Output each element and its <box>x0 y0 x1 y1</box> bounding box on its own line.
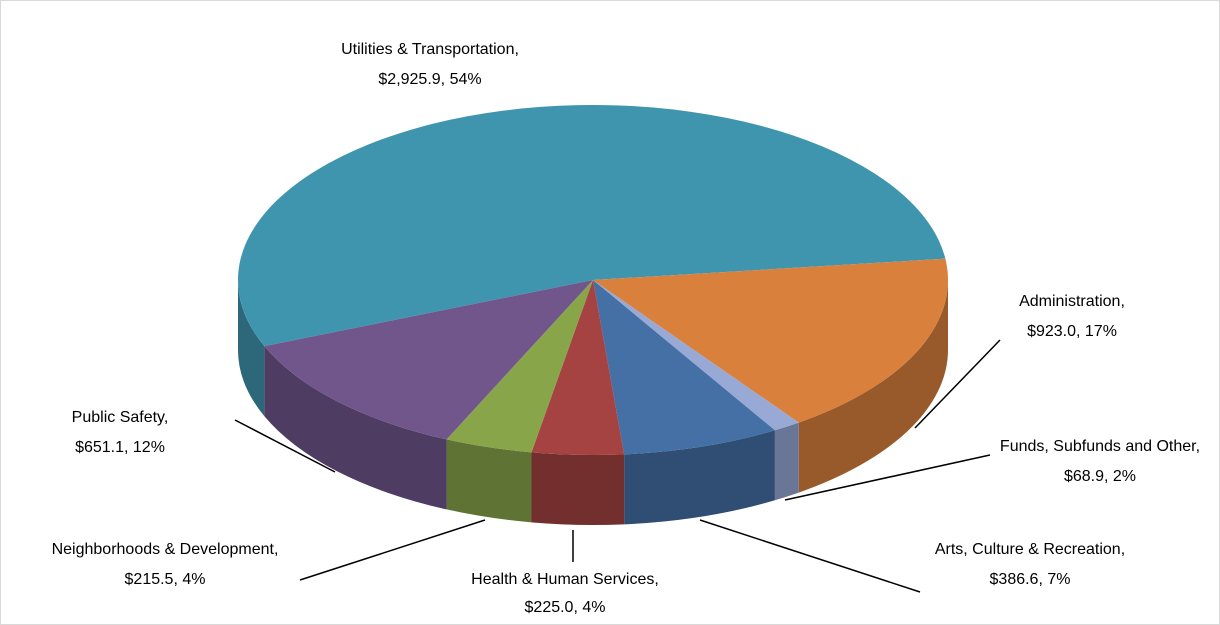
slice-side <box>531 452 625 525</box>
label-category: Utilities & Transportation <box>341 41 514 58</box>
slice <box>237 105 946 347</box>
slice <box>446 280 593 453</box>
label-category: Administration <box>1019 293 1120 310</box>
label-separator: , <box>124 439 133 456</box>
data-label: $386.6, 7% <box>990 571 1071 588</box>
data-label: Health & Human Services, <box>471 571 659 588</box>
slice-side <box>264 346 447 510</box>
data-label: Administration, <box>1019 293 1125 310</box>
data-label: Utilities & Transportation, <box>341 41 519 58</box>
data-label: Public Safety, <box>72 409 169 426</box>
data-label: Arts, Culture & Recreation, <box>935 541 1125 558</box>
label-value: $225.0 <box>525 599 574 616</box>
label-value: $923.0 <box>1027 323 1076 340</box>
data-label: $651.1, 12% <box>75 439 165 456</box>
label-separator: , <box>1121 541 1125 558</box>
slice-side <box>446 439 532 523</box>
label-separator: , <box>573 599 582 616</box>
label-separator: , <box>441 71 450 88</box>
data-label: $923.0, 17% <box>1027 323 1117 340</box>
label-category: Funds, Subfunds and Other <box>1000 438 1197 455</box>
label-percent: 17% <box>1085 323 1117 340</box>
slice <box>264 280 593 440</box>
data-label: $2,925.9, 54% <box>378 71 481 88</box>
label-category: Arts, Culture & Recreation <box>935 541 1121 558</box>
label-separator: , <box>1076 323 1085 340</box>
slice-side <box>774 422 799 501</box>
label-separator: , <box>173 571 182 588</box>
label-percent: 4% <box>582 599 605 616</box>
label-category: Neighborhoods & Development <box>52 541 275 558</box>
data-label: Funds, Subfunds and Other, <box>1000 438 1200 455</box>
label-value: $386.6 <box>990 571 1039 588</box>
data-label: $225.0, 4% <box>525 599 606 616</box>
label-percent: 2% <box>1113 468 1136 485</box>
leader-line <box>914 339 1001 429</box>
leader-line <box>299 519 486 581</box>
leader-line <box>234 419 336 473</box>
labels: Utilities & Transportation,$2,925.9, 54%… <box>52 41 1200 616</box>
data-label: Neighborhoods & Development, <box>52 541 279 558</box>
label-separator: , <box>1120 293 1124 310</box>
label-value: $68.9 <box>1064 468 1104 485</box>
label-separator: , <box>1038 571 1047 588</box>
slice-side <box>624 430 775 525</box>
slice <box>593 258 948 423</box>
label-separator: , <box>274 541 278 558</box>
label-value: $215.5 <box>125 571 174 588</box>
data-label: $215.5, 4% <box>125 571 206 588</box>
label-percent: 4% <box>182 571 205 588</box>
pie-tops <box>237 105 948 456</box>
slice <box>531 280 625 456</box>
label-separator: , <box>1104 468 1113 485</box>
pie-sides <box>238 280 948 525</box>
label-percent: 7% <box>1047 571 1070 588</box>
label-category: Health & Human Services <box>471 571 654 588</box>
data-label: $68.9, 2% <box>1064 468 1136 485</box>
slice <box>593 280 775 455</box>
label-separator: , <box>1196 438 1200 455</box>
label-value: $651.1 <box>75 439 124 456</box>
label-separator: , <box>514 41 518 58</box>
slice-side <box>238 280 265 417</box>
label-percent: 12% <box>133 439 165 456</box>
slice <box>593 280 799 431</box>
label-separator: , <box>654 571 658 588</box>
leader-line <box>784 454 991 501</box>
label-percent: 54% <box>450 71 482 88</box>
label-category: Public Safety <box>72 409 165 426</box>
label-value: $2,925.9 <box>378 71 440 88</box>
slice-side <box>798 280 948 493</box>
leader-line <box>699 519 921 593</box>
label-separator: , <box>164 409 168 426</box>
